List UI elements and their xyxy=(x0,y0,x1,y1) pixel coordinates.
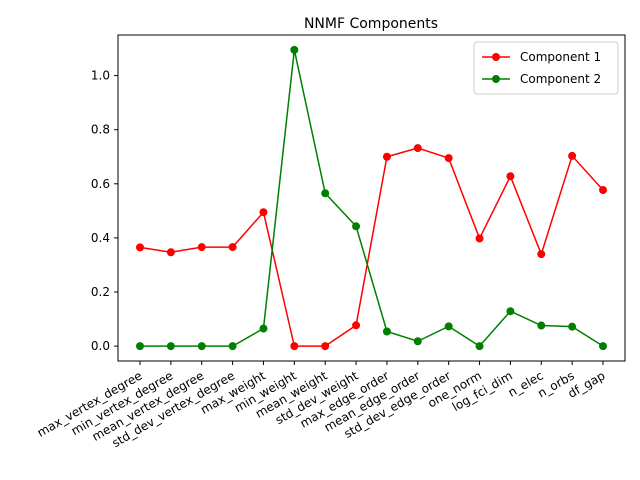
y-tick-label: 0.0 xyxy=(91,339,110,353)
data-point xyxy=(166,342,175,351)
legend-label: Component 1 xyxy=(520,50,601,64)
data-point xyxy=(413,337,422,346)
data-point xyxy=(259,324,268,333)
legend-label: Component 2 xyxy=(520,72,601,86)
legend: Component 1 Component 2 xyxy=(473,41,619,95)
data-point xyxy=(290,342,299,351)
data-point xyxy=(599,342,607,351)
series-1 xyxy=(136,144,607,351)
data-point xyxy=(475,342,484,351)
data-point xyxy=(136,342,144,351)
data-point xyxy=(506,172,515,181)
y-tick-label: 0.4 xyxy=(91,231,110,245)
chart-title: NNMF Components xyxy=(304,16,438,32)
data-point xyxy=(506,307,515,316)
data-point xyxy=(537,321,546,330)
legend-item: Component 1 xyxy=(482,50,601,64)
data-point xyxy=(568,322,577,331)
data-point xyxy=(259,208,268,217)
y-tick-label: 1.0 xyxy=(91,69,110,83)
data-point xyxy=(413,144,422,153)
data-point xyxy=(197,342,206,351)
plot-frame xyxy=(117,34,626,362)
data-point xyxy=(228,342,237,351)
x-axis: max_vertex_degreemin_vertex_degreemean_v… xyxy=(35,361,608,450)
legend-marker xyxy=(492,75,500,83)
data-point xyxy=(136,243,144,252)
data-point xyxy=(352,222,361,231)
data-point xyxy=(475,234,484,243)
legend-item: Component 2 xyxy=(482,72,601,86)
data-point xyxy=(166,248,175,257)
data-point xyxy=(444,154,453,163)
data-point xyxy=(382,327,391,336)
data-point xyxy=(568,151,577,160)
data-point xyxy=(599,186,607,195)
data-point xyxy=(321,189,330,198)
data-point xyxy=(444,322,453,331)
data-point xyxy=(321,342,330,351)
series-2 xyxy=(136,45,607,351)
data-point xyxy=(537,250,546,259)
data-point xyxy=(352,321,361,330)
data-point xyxy=(228,243,237,252)
series-line xyxy=(139,147,604,347)
data-point xyxy=(290,45,299,54)
legend-marker xyxy=(492,53,500,61)
data-point xyxy=(382,152,391,161)
y-tick-label: 0.2 xyxy=(91,285,110,299)
series-line xyxy=(140,49,604,348)
plot-series xyxy=(136,45,607,351)
data-point xyxy=(197,243,206,252)
legend-box xyxy=(473,41,619,95)
y-tick-label: 0.6 xyxy=(91,177,110,191)
y-axis: 0.0 0.2 0.4 0.6 0.8 1.0 xyxy=(91,69,118,353)
y-tick-label: 0.8 xyxy=(91,123,110,137)
